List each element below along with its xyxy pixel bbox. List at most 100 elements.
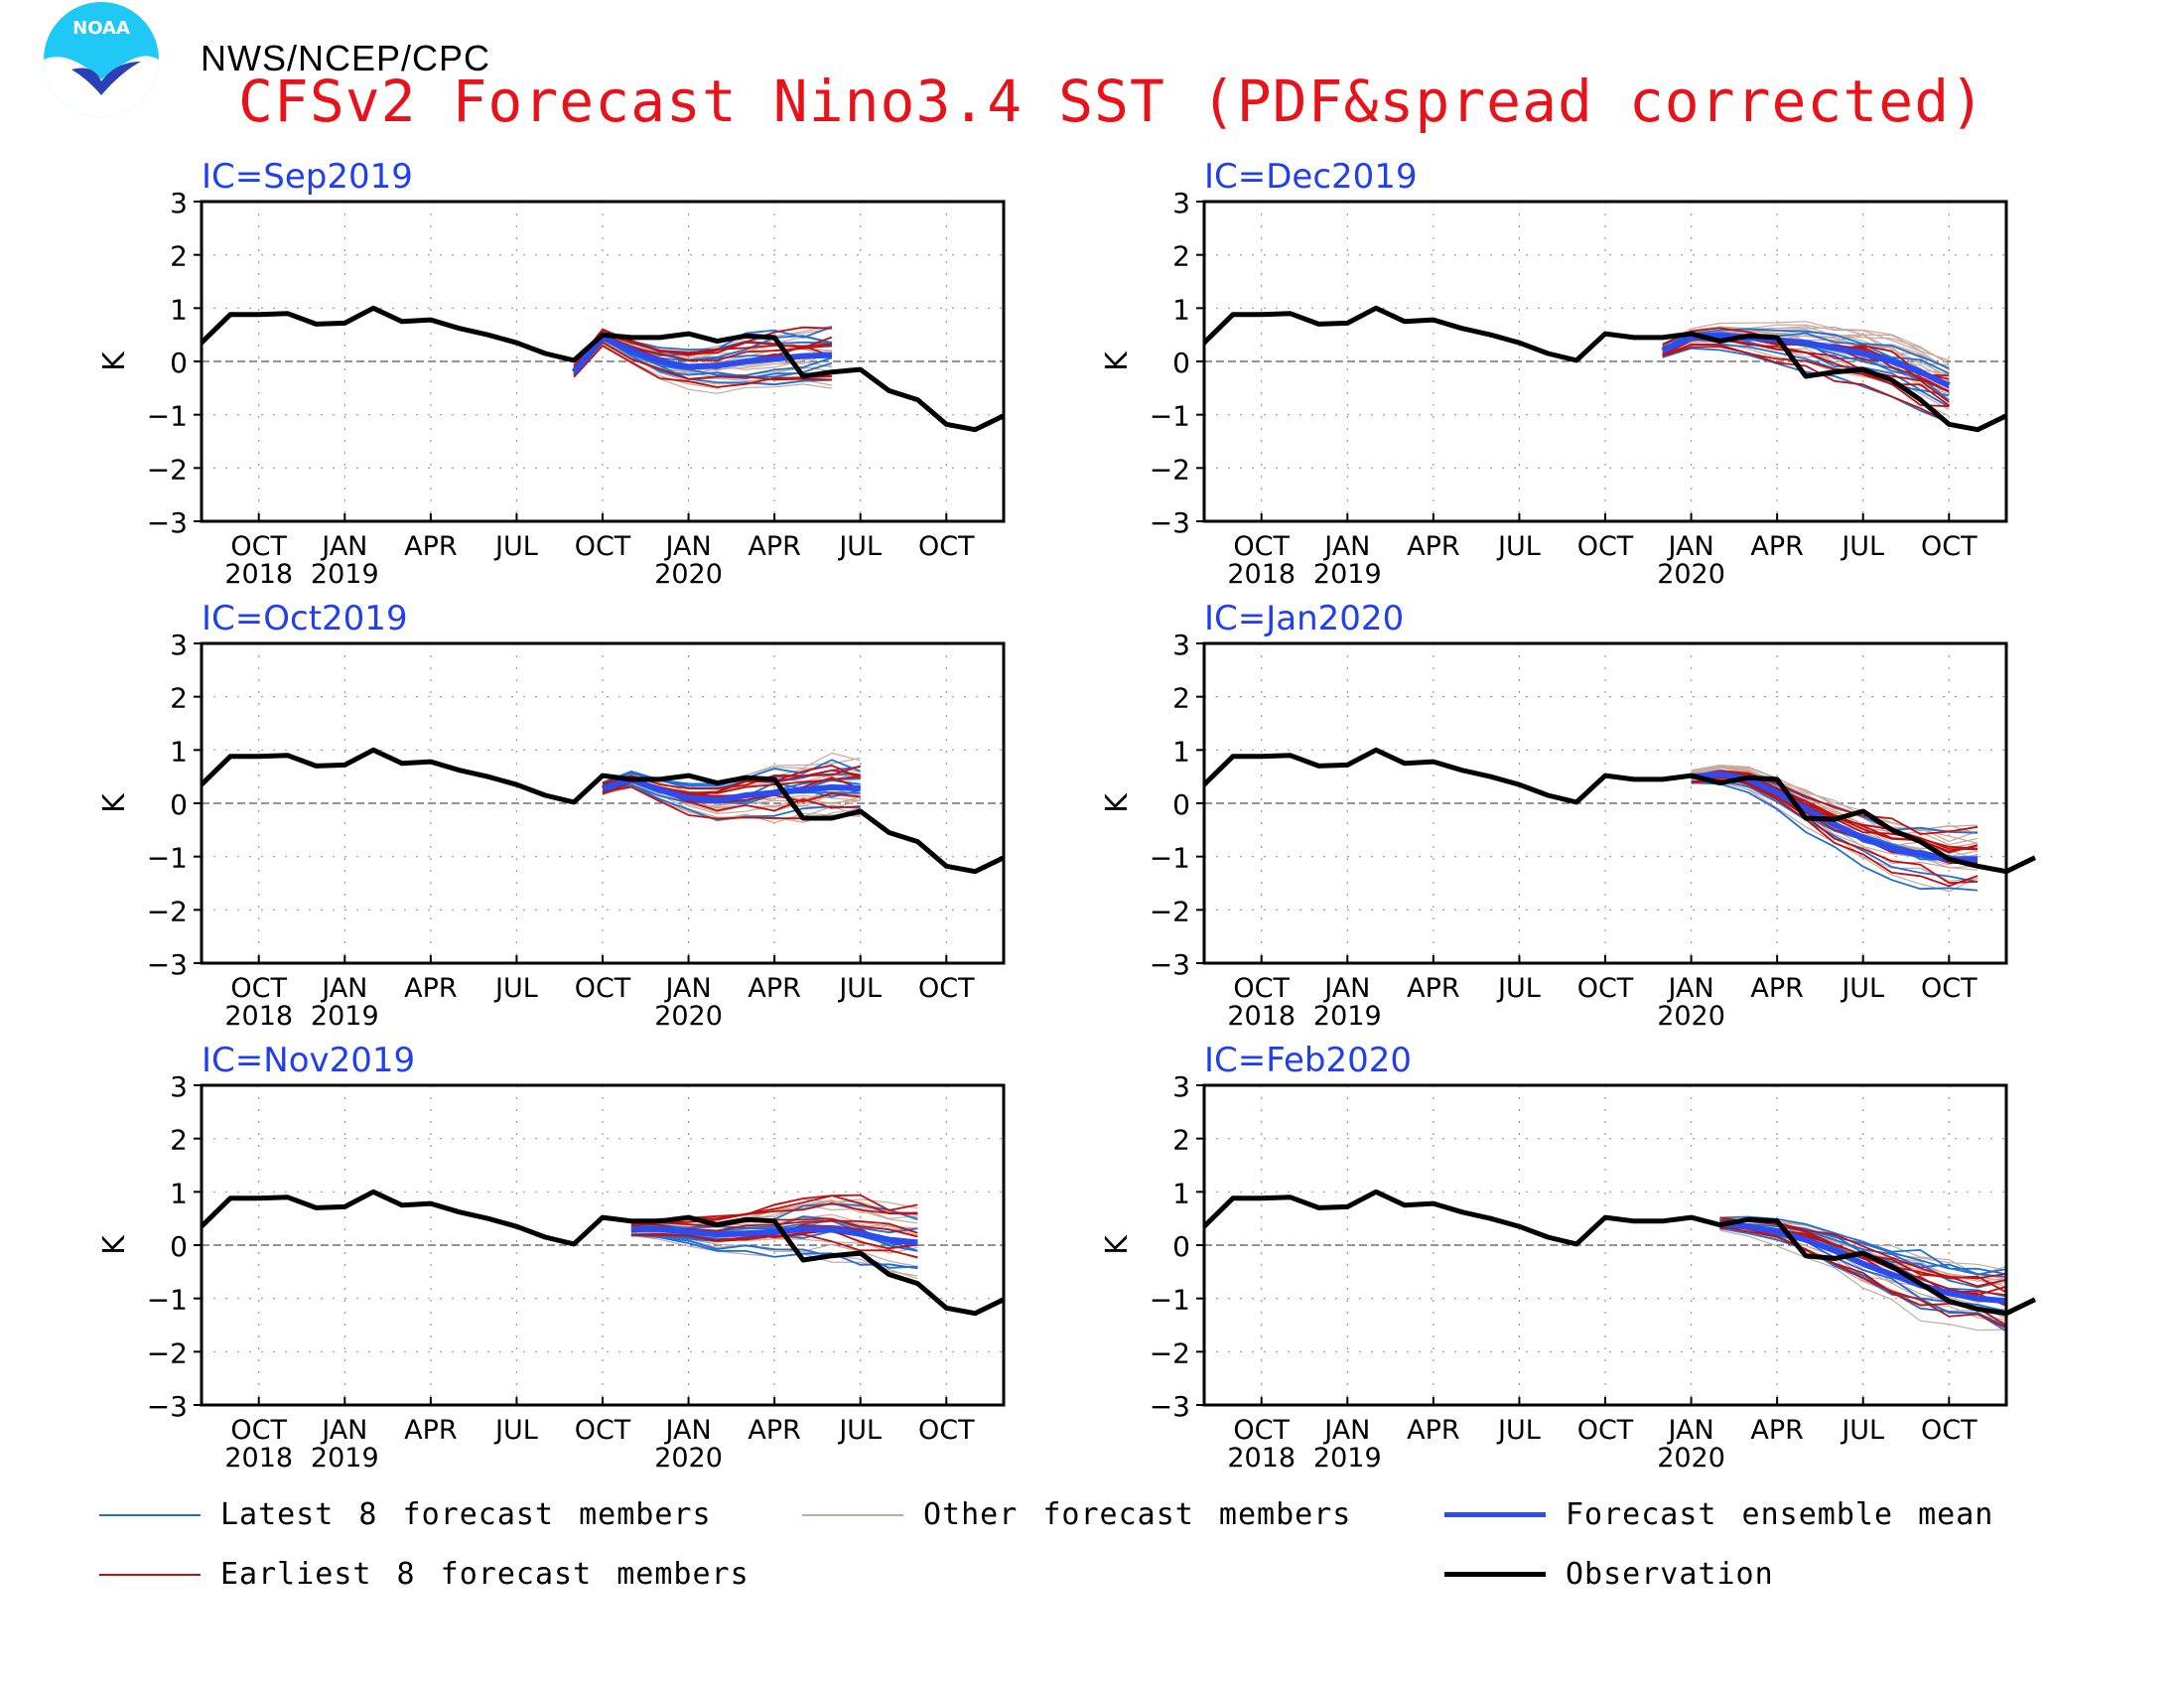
y-tick-label: −3 xyxy=(1150,948,1190,981)
y-tick-label: −3 xyxy=(147,1390,188,1423)
observation-line xyxy=(200,305,1006,433)
y-tick-label: −1 xyxy=(147,842,188,875)
y-tick-label: −1 xyxy=(1150,400,1190,433)
x-tick-label: OCT xyxy=(918,973,975,1004)
y-tick-label: 0 xyxy=(170,788,188,821)
x-tick-label: JUL xyxy=(837,531,882,562)
x-tick-label: OCT xyxy=(230,973,287,1004)
y-tick-label: 1 xyxy=(170,1177,188,1209)
x-tick-label: JAN xyxy=(320,531,367,562)
y-tick-label: −1 xyxy=(147,400,188,433)
x-tick-label: OCT xyxy=(1921,973,1978,1004)
forecast-member-line xyxy=(573,332,832,368)
y-tick-label: −2 xyxy=(147,895,188,927)
legend-observation: Observation xyxy=(1444,1557,1774,1592)
legend-mean-swatch xyxy=(1444,1512,1546,1517)
observation-line xyxy=(1202,747,2036,875)
x-tick-label: OCT xyxy=(1233,1415,1290,1446)
panel-title: IC=Oct2019 xyxy=(202,599,408,638)
y-tick-label: 3 xyxy=(1172,1070,1190,1103)
x-tick-label: JAN xyxy=(1666,1415,1713,1446)
y-tick-label: 1 xyxy=(1172,293,1190,326)
x-tick-year-label: 2018 xyxy=(224,559,293,590)
observation-line xyxy=(1202,305,2008,433)
panel-title: IC=Jan2020 xyxy=(1204,599,1404,638)
forecast-member-line xyxy=(1719,1222,2007,1278)
observation-line xyxy=(200,1189,1006,1317)
x-tick-label: JAN xyxy=(663,973,711,1004)
x-tick-label: APR xyxy=(404,531,458,562)
x-tick-label: OCT xyxy=(1921,531,1978,562)
y-tick-label: 1 xyxy=(170,293,188,326)
legend-mean: Forecast ensemble mean xyxy=(1444,1497,1993,1532)
legend-latest-swatch xyxy=(99,1513,201,1516)
legend-other-swatch xyxy=(802,1513,903,1516)
y-tick-label: 0 xyxy=(1172,1230,1190,1263)
x-tick-label: OCT xyxy=(1233,973,1290,1004)
legend-mean-label: Forecast ensemble mean xyxy=(1566,1497,1994,1532)
y-tick-label: 3 xyxy=(1172,629,1190,661)
x-tick-year-label: 2018 xyxy=(1227,1001,1296,1032)
y-tick-label: −3 xyxy=(1150,1390,1190,1423)
x-tick-label: JAN xyxy=(663,531,711,562)
forecast-member-line xyxy=(1662,328,1950,369)
x-tick-label: OCT xyxy=(230,1415,287,1446)
x-tick-label: APR xyxy=(1750,1415,1804,1446)
x-tick-label: OCT xyxy=(1921,1415,1978,1446)
y-tick-label: 0 xyxy=(170,347,188,379)
x-tick-label: JUL xyxy=(1496,973,1541,1004)
x-tick-label: APR xyxy=(1407,531,1460,562)
forecast-member-line xyxy=(1691,781,1979,892)
y-tick-label: 3 xyxy=(170,187,188,219)
x-tick-label: OCT xyxy=(918,1415,975,1446)
x-tick-label: APR xyxy=(1750,531,1804,562)
x-tick-label: JAN xyxy=(1322,973,1370,1004)
forecast-member-line xyxy=(573,341,832,381)
x-tick-label: APR xyxy=(1750,973,1804,1004)
x-tick-year-label: 2020 xyxy=(654,559,723,590)
forecast-member-line xyxy=(1662,324,1950,371)
y-tick-label: −1 xyxy=(1150,842,1190,875)
forecast-member-line xyxy=(1662,346,1950,424)
noaa-logo: NOAA xyxy=(44,2,159,117)
x-tick-label: APR xyxy=(748,973,801,1004)
y-tick-label: −3 xyxy=(147,948,188,981)
panel-title: IC=Dec2019 xyxy=(1204,157,1418,197)
legend-latest-label: Latest 8 forecast members xyxy=(220,1497,712,1532)
x-tick-label: JUL xyxy=(1840,1415,1884,1446)
x-tick-year-label: 2019 xyxy=(311,1443,379,1474)
legend-earliest-swatch xyxy=(99,1573,201,1576)
legend-other-label: Other forecast members xyxy=(923,1497,1352,1532)
x-tick-year-label: 2018 xyxy=(224,1443,293,1474)
y-tick-label: 0 xyxy=(1172,347,1190,379)
x-tick-label: JUL xyxy=(837,973,882,1004)
x-tick-label: JAN xyxy=(1666,973,1713,1004)
x-tick-label: JUL xyxy=(1496,1415,1541,1446)
x-tick-label: APR xyxy=(748,531,801,562)
y-tick-label: 3 xyxy=(170,1070,188,1103)
forecast-member-line xyxy=(630,1201,918,1227)
y-tick-label: −3 xyxy=(1150,506,1190,539)
observation-line xyxy=(200,747,1006,875)
x-tick-year-label: 2020 xyxy=(1657,1001,1725,1032)
x-tick-year-label: 2020 xyxy=(654,1443,723,1474)
y-tick-label: −1 xyxy=(147,1284,188,1317)
forecast-member-line xyxy=(1662,344,1950,408)
y-tick-label: 2 xyxy=(170,682,188,715)
y-tick-label: 2 xyxy=(1172,682,1190,715)
x-tick-label: APR xyxy=(404,973,458,1004)
x-tick-label: JUL xyxy=(1840,973,1884,1004)
y-axis-label: K xyxy=(97,351,132,371)
x-tick-label: JAN xyxy=(1322,1415,1370,1446)
legend-earliest: Earliest 8 forecast members xyxy=(99,1557,750,1592)
x-tick-year-label: 2018 xyxy=(1227,1443,1296,1474)
x-tick-label: JUL xyxy=(493,531,538,562)
y-tick-label: −1 xyxy=(1150,1284,1190,1317)
ensemble-mean-line xyxy=(1719,1220,2007,1305)
x-tick-label: JUL xyxy=(493,973,538,1004)
legend-latest: Latest 8 forecast members xyxy=(99,1497,712,1532)
legend-earliest-label: Earliest 8 forecast members xyxy=(220,1557,750,1592)
